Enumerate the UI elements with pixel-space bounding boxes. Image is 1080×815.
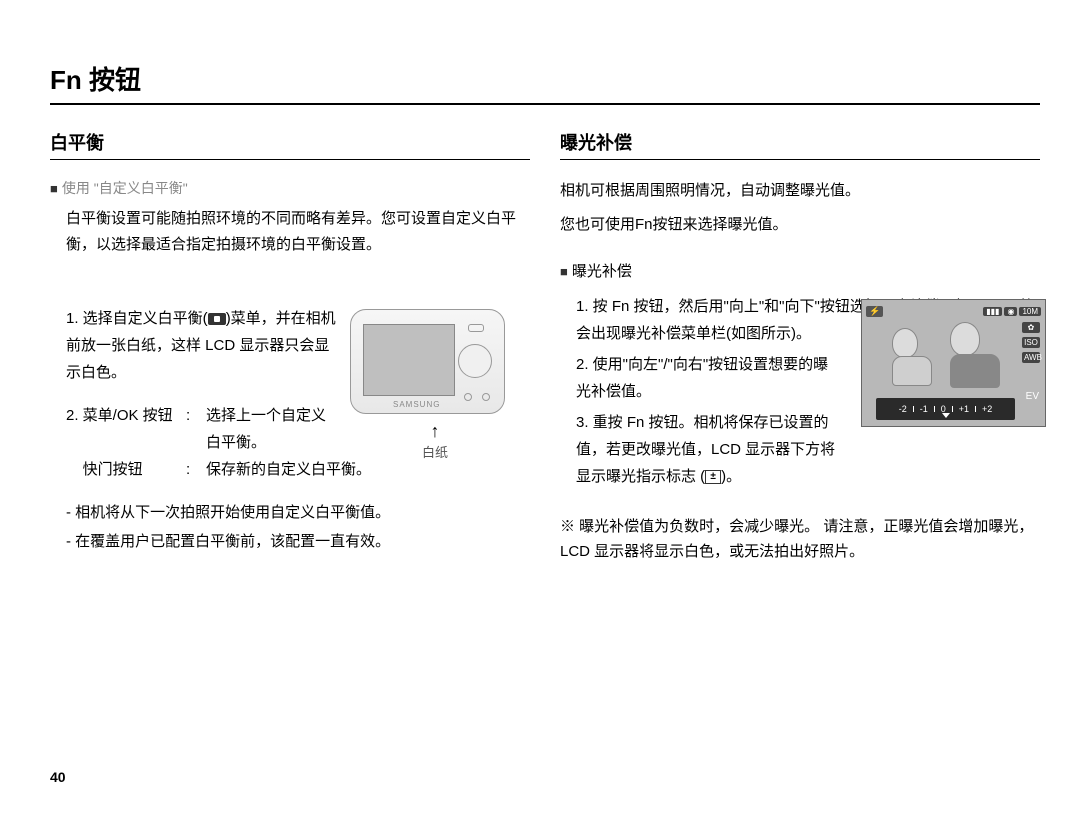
left-intro-text: 白平衡设置可能随拍照环境的不同而略有差异。您可设置自定义白平衡，以选择最适合指定…	[50, 206, 530, 257]
left-section-title: 白平衡	[50, 129, 530, 160]
right-section-title: 曝光补偿	[560, 129, 1040, 160]
camera-body: SAMSUNG	[350, 309, 505, 414]
right-column: 曝光补偿 相机可根据周围照明情况，自动调整曝光值。 您也可使用Fn按钮来选择曝光…	[560, 129, 1040, 573]
lcd-mode-icon: ◉	[1004, 307, 1017, 316]
lcd-side-icons: ✿ ISO AWB	[1021, 322, 1041, 363]
lcd-person-2	[950, 322, 1000, 388]
left-def-term-1: 2. 菜单/OK 按钮	[66, 402, 186, 456]
ev-mark-p1: +1	[959, 404, 969, 414]
right-intro-2: 您也可使用Fn按钮来选择曝光值。	[560, 212, 1040, 238]
left-def-sep-1: :	[186, 402, 206, 456]
lcd-flash-icon: ⚡	[866, 306, 883, 317]
ev-pointer-icon	[942, 413, 950, 418]
left-step-1: 1. 选择自定义白平衡()菜单，并在相机前放一张白纸，这样 LCD 显示器只会显…	[66, 305, 340, 386]
page-number: 40	[50, 769, 66, 785]
right-sub-heading-text: 曝光补偿	[572, 263, 632, 280]
camera-caption: 白纸	[350, 442, 520, 461]
right-sub-heading: ■ 曝光补偿	[560, 259, 1040, 285]
camera-brand-label: SAMSUNG	[393, 400, 440, 409]
lcd-top-bar: ⚡ ▮▮▮ ◉ 10M	[866, 304, 1041, 318]
camera-illustration: SAMSUNG ↑ 白纸	[350, 309, 520, 461]
ev-icon: ±	[705, 470, 721, 484]
left-sub-heading: ■ 使用 "自定义白平衡"	[50, 178, 530, 198]
ev-mark-m2: -2	[899, 404, 907, 414]
ev-mark-m1: -1	[920, 404, 928, 414]
lcd-battery-icon: ▮▮▮	[983, 307, 1002, 316]
custom-wb-icon	[208, 313, 226, 325]
camera-bottom-button-1	[464, 393, 472, 401]
left-def-sep-2: :	[186, 456, 206, 483]
camera-dpad	[458, 344, 492, 378]
camera-top-button	[468, 324, 484, 332]
two-column-layout: 白平衡 ■ 使用 "自定义白平衡" 白平衡设置可能随拍照环境的不同而略有差异。您可…	[50, 129, 1040, 573]
lcd-screenshot: ⚡ ▮▮▮ ◉ 10M ✿ ISO AWB EV -2 -1	[861, 299, 1046, 427]
left-def-def-1: 选择上一个自定义白平衡。	[206, 402, 340, 456]
camera-lcd	[363, 324, 455, 396]
left-note-2: - 在覆盖用户已配置白平衡前，该配置一直有效。	[50, 528, 530, 555]
lcd-iso-icon: ISO	[1022, 337, 1040, 348]
bullet-square-icon: ■	[560, 264, 568, 279]
lcd-ev-scale: -2 -1 0 +1 +2	[876, 398, 1015, 420]
lcd-quality-icon: ✿	[1022, 322, 1040, 333]
arrow-up-icon: ↑	[350, 422, 520, 440]
left-column: 白平衡 ■ 使用 "自定义白平衡" 白平衡设置可能随拍照环境的不同而略有差异。您可…	[50, 129, 530, 573]
right-intro-1: 相机可根据周围照明情况，自动调整曝光值。	[560, 178, 1040, 204]
lcd-awb-icon: AWB	[1022, 352, 1040, 363]
left-sub-heading-text: 使用 "自定义白平衡"	[62, 180, 188, 196]
right-step3-b: )。	[721, 468, 741, 485]
lcd-photo-preview	[882, 322, 1015, 392]
right-warning: ※ 曝光补偿值为负数时，会减少曝光。 请注意，正曝光值会增加曝光，LCD 显示器…	[560, 514, 1040, 565]
lcd-person-1	[892, 328, 932, 386]
left-note-1: - 相机将从下一次拍照开始使用自定义白平衡值。	[50, 499, 530, 526]
left-def-term-2: 快门按钮	[66, 456, 186, 483]
lcd-size-icon: 10M	[1019, 307, 1041, 316]
lcd-ev-label: EV	[1026, 391, 1039, 402]
camera-bottom-button-2	[482, 393, 490, 401]
lcd-top-right-icons: ▮▮▮ ◉ 10M	[983, 307, 1041, 316]
bullet-square-icon: ■	[50, 181, 58, 196]
page-title: Fn 按钮	[50, 60, 1040, 105]
ev-mark-p2: +2	[982, 404, 992, 414]
left-step1-a: 1. 选择自定义白平衡(	[66, 310, 208, 327]
